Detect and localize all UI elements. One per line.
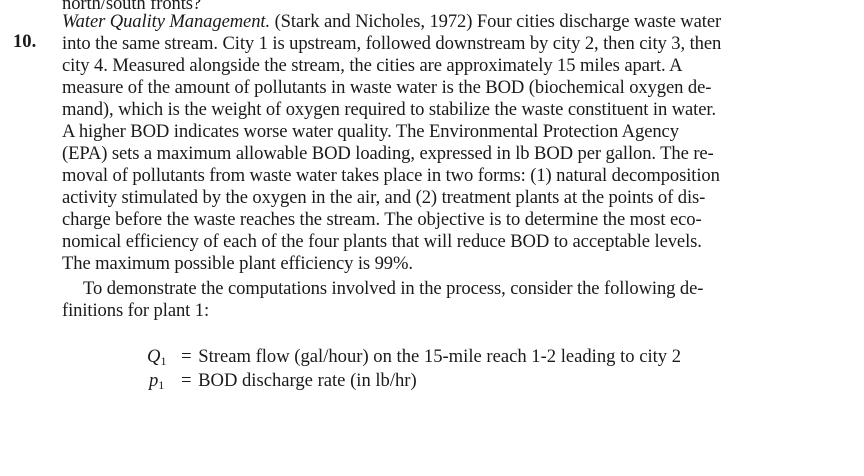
paragraph-two-line: To demonstrate the computations involved… (83, 278, 704, 299)
problem-text-line: activity stimulated by the oxygen in the… (62, 187, 706, 208)
problem-first-line: Water Quality Management. (Stark and Nic… (62, 11, 721, 33)
problem-title: Water Quality Management. (62, 11, 271, 32)
problem-number: 10. (13, 31, 37, 52)
problem-text-line: measure of the amount of pollutants in w… (62, 77, 712, 98)
previous-problem-tail: north/south fronts? (62, 0, 202, 14)
definition-subscript: 1 (158, 378, 165, 392)
definition-p1: p1 = BOD discharge rate (in lb/hr) (149, 370, 417, 396)
problem-text-line: into the same stream. City 1 is upstream… (62, 33, 722, 54)
problem-text-line: charge before the waste reaches the stre… (62, 209, 702, 230)
problem-text-line: A higher BOD indicates worse water quali… (62, 121, 679, 142)
paragraph-two-line: finitions for plant 1: (62, 300, 210, 321)
definition-subscript: 1 (160, 354, 167, 368)
definition-text: BOD discharge rate (in lb/hr) (198, 370, 417, 391)
definition-symbol: Q (147, 346, 161, 367)
definition-symbol: p (149, 370, 159, 391)
problem-text-line: (EPA) sets a maximum allowable BOD loadi… (62, 143, 714, 164)
definition-text: Stream flow (gal/hour) on the 15-mile re… (198, 346, 682, 367)
problem-first-line-rest: (Stark and Nicholes, 1972) Four cities d… (270, 11, 722, 32)
definition-equals: = (180, 370, 192, 391)
definition-equals: = (181, 346, 192, 367)
definition-q1: Q1 = Stream flow (gal/hour) on the 15-mi… (147, 346, 681, 372)
problem-text-line: city 4. Measured alongside the stream, t… (62, 55, 683, 76)
problem-text-line: moval of pollutants from waste water tak… (62, 165, 720, 186)
problem-text-line: The maximum possible plant efficiency is… (62, 253, 413, 274)
problem-text-line: mand), which is the weight of oxygen req… (62, 99, 717, 120)
problem-text-line: nomical efficiency of each of the four p… (62, 231, 702, 252)
